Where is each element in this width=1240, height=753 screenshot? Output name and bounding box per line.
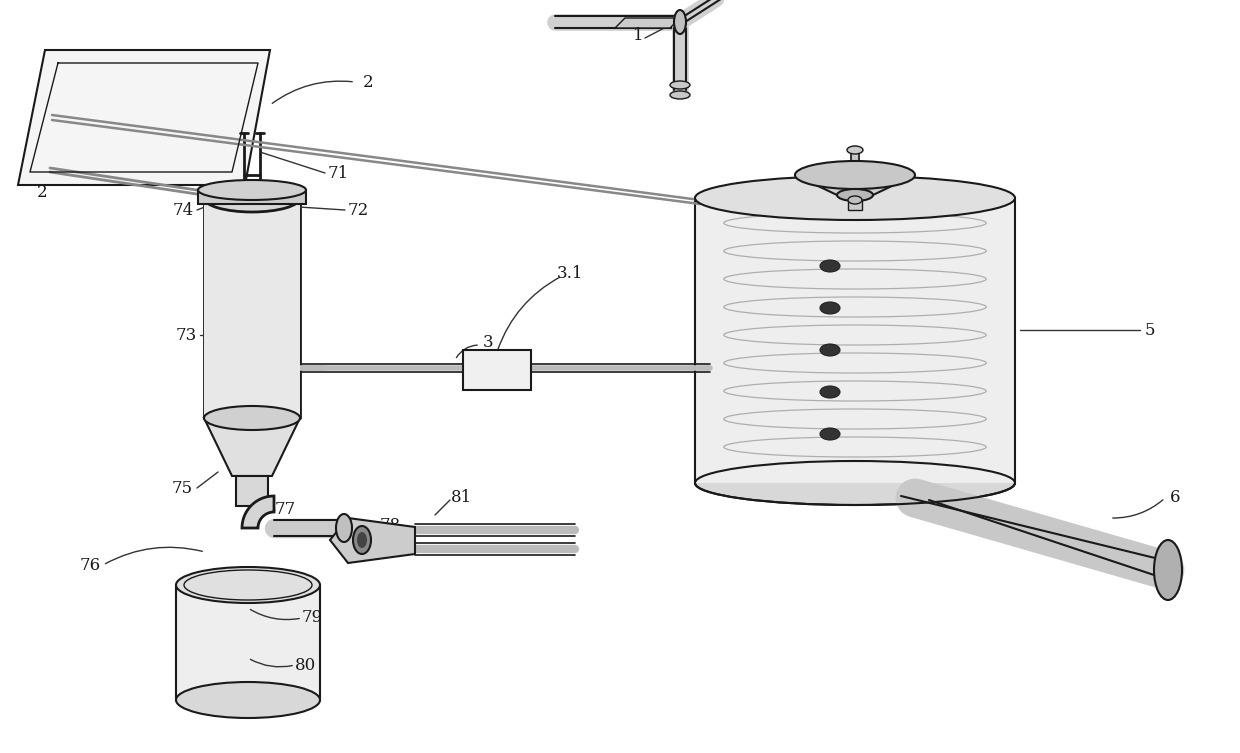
Ellipse shape [820,386,839,398]
Text: 76: 76 [79,556,100,574]
Polygon shape [205,198,300,418]
Ellipse shape [1154,540,1182,600]
Ellipse shape [205,406,300,430]
Text: 71: 71 [327,164,348,181]
Ellipse shape [820,428,839,440]
Polygon shape [19,50,270,185]
Text: 81: 81 [451,489,472,507]
Ellipse shape [670,81,689,89]
Polygon shape [694,198,1016,483]
Ellipse shape [205,184,300,212]
Ellipse shape [820,344,839,356]
Polygon shape [176,585,320,700]
Ellipse shape [675,10,686,34]
Text: 6: 6 [1169,489,1180,507]
Bar [463,350,531,390]
Polygon shape [615,18,680,28]
Ellipse shape [795,161,915,189]
Polygon shape [795,175,915,195]
Text: 80: 80 [294,657,316,673]
Ellipse shape [694,461,1016,505]
Text: 78: 78 [379,517,401,533]
Ellipse shape [357,532,367,548]
Bar [198,190,306,204]
Ellipse shape [694,176,1016,220]
Ellipse shape [198,180,306,200]
Text: 74: 74 [172,202,193,218]
Ellipse shape [837,189,873,201]
Ellipse shape [820,302,839,314]
Bar [236,476,268,506]
Text: 4: 4 [970,191,981,209]
Text: 72: 72 [347,202,368,218]
Ellipse shape [847,146,863,154]
Ellipse shape [176,567,320,603]
Ellipse shape [336,514,352,542]
Ellipse shape [848,196,862,204]
Ellipse shape [176,682,320,718]
Bar [848,200,862,210]
Text: 79: 79 [301,609,322,626]
Text: 73: 73 [175,327,197,343]
Text: 77: 77 [274,501,295,519]
Polygon shape [205,418,300,476]
Text: 3: 3 [482,334,494,350]
Ellipse shape [670,91,689,99]
Text: 1: 1 [632,26,644,44]
Text: 5: 5 [1145,322,1156,339]
Text: 2: 2 [362,74,373,90]
Polygon shape [330,518,415,563]
Text: 2: 2 [37,184,47,200]
Text: 75: 75 [171,480,192,496]
Polygon shape [242,496,274,528]
Text: 3.1: 3.1 [557,264,583,282]
Ellipse shape [353,526,371,554]
Ellipse shape [820,260,839,272]
